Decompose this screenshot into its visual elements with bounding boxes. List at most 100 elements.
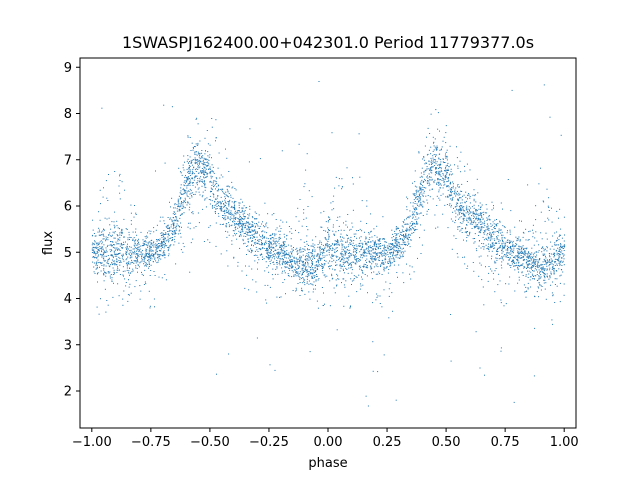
data-point bbox=[377, 295, 379, 297]
data-point bbox=[525, 296, 527, 298]
data-point bbox=[237, 227, 239, 229]
data-point bbox=[491, 258, 492, 260]
data-point bbox=[435, 167, 436, 169]
data-point bbox=[190, 242, 192, 244]
data-point bbox=[541, 270, 543, 272]
data-point bbox=[316, 300, 318, 302]
data-point bbox=[318, 257, 320, 259]
data-point bbox=[132, 261, 134, 263]
data-point bbox=[490, 236, 492, 238]
data-point bbox=[135, 228, 137, 230]
data-point bbox=[459, 202, 461, 204]
data-point bbox=[256, 243, 258, 244]
data-point bbox=[417, 223, 419, 225]
data-point bbox=[304, 183, 306, 185]
data-point bbox=[370, 241, 372, 243]
data-point bbox=[240, 218, 242, 220]
data-point bbox=[243, 218, 245, 220]
data-point bbox=[328, 237, 330, 239]
data-point bbox=[515, 255, 517, 257]
data-point bbox=[469, 207, 471, 209]
data-point bbox=[318, 81, 320, 82]
data-point bbox=[399, 246, 401, 248]
data-point bbox=[389, 256, 391, 258]
data-point bbox=[160, 245, 162, 247]
data-point bbox=[365, 242, 367, 244]
data-point bbox=[199, 154, 201, 156]
data-point bbox=[279, 254, 281, 256]
data-point bbox=[113, 247, 115, 249]
data-point bbox=[173, 225, 175, 227]
data-point bbox=[396, 250, 398, 252]
data-point bbox=[251, 268, 253, 270]
data-point bbox=[303, 272, 304, 273]
data-point bbox=[457, 214, 459, 216]
data-point bbox=[459, 193, 461, 195]
data-point bbox=[157, 253, 159, 255]
data-point bbox=[176, 218, 178, 220]
data-point bbox=[173, 211, 175, 213]
data-point bbox=[179, 198, 181, 200]
data-point bbox=[257, 256, 259, 258]
data-point bbox=[209, 168, 211, 170]
data-point bbox=[182, 193, 184, 195]
data-point bbox=[293, 269, 295, 271]
data-point bbox=[220, 174, 222, 176]
data-point bbox=[417, 213, 418, 215]
data-point bbox=[225, 191, 227, 193]
data-point bbox=[135, 244, 137, 246]
data-point bbox=[344, 250, 345, 252]
data-point bbox=[412, 217, 414, 219]
data-point bbox=[341, 250, 343, 252]
data-point bbox=[377, 266, 379, 268]
data-point bbox=[307, 273, 309, 275]
data-point bbox=[101, 255, 103, 257]
data-point bbox=[416, 191, 417, 193]
data-point bbox=[192, 213, 194, 215]
data-point bbox=[244, 225, 246, 227]
data-point bbox=[374, 259, 376, 261]
data-point bbox=[381, 262, 383, 263]
data-point bbox=[262, 238, 264, 240]
data-point bbox=[187, 135, 189, 137]
data-point bbox=[477, 215, 479, 217]
data-point bbox=[504, 254, 505, 256]
data-point bbox=[165, 279, 167, 281]
data-point bbox=[167, 249, 169, 251]
data-point bbox=[324, 255, 326, 257]
data-point bbox=[560, 234, 561, 236]
data-point bbox=[278, 238, 280, 240]
data-point bbox=[529, 260, 531, 262]
data-point bbox=[254, 236, 256, 238]
data-point bbox=[103, 229, 105, 231]
data-point bbox=[359, 266, 361, 268]
data-point bbox=[188, 167, 190, 169]
data-point bbox=[227, 196, 229, 198]
data-point bbox=[491, 270, 493, 272]
data-point bbox=[246, 232, 248, 234]
data-point bbox=[445, 132, 447, 134]
data-point bbox=[149, 247, 151, 249]
data-point bbox=[128, 270, 130, 272]
data-point bbox=[360, 248, 362, 250]
data-point bbox=[137, 261, 139, 263]
data-point bbox=[97, 272, 99, 274]
data-point bbox=[543, 254, 545, 256]
data-point bbox=[192, 211, 194, 213]
data-point bbox=[438, 178, 439, 180]
data-point bbox=[96, 265, 98, 267]
data-point bbox=[217, 195, 219, 197]
data-point bbox=[98, 229, 100, 231]
data-point bbox=[270, 243, 272, 245]
data-point bbox=[93, 243, 95, 245]
data-point bbox=[380, 251, 382, 253]
data-point bbox=[247, 245, 249, 247]
data-point bbox=[272, 234, 274, 236]
data-point bbox=[100, 298, 101, 300]
data-point bbox=[439, 130, 440, 132]
data-point bbox=[305, 267, 306, 269]
data-point bbox=[114, 273, 115, 275]
data-point bbox=[439, 167, 441, 169]
data-point bbox=[245, 207, 247, 209]
data-point bbox=[385, 254, 387, 256]
